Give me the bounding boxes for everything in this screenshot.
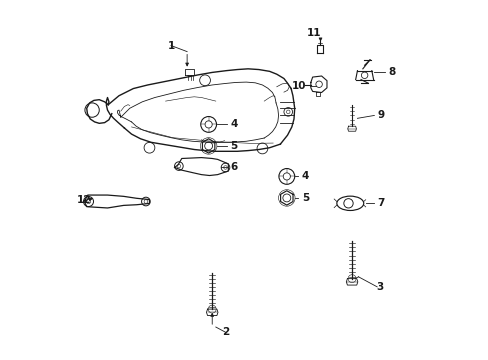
Text: 9: 9 — [377, 111, 384, 121]
Text: 2: 2 — [222, 327, 229, 337]
Text: 12: 12 — [77, 195, 91, 205]
Text: 6: 6 — [230, 162, 237, 172]
Text: 11: 11 — [306, 28, 321, 38]
Text: 4: 4 — [230, 120, 237, 129]
Text: 8: 8 — [388, 67, 395, 77]
Text: 1: 1 — [167, 41, 174, 50]
Text: 7: 7 — [376, 198, 384, 208]
Text: 5: 5 — [230, 141, 237, 151]
Text: 10: 10 — [291, 81, 305, 91]
Text: 4: 4 — [301, 171, 308, 181]
Text: 3: 3 — [376, 282, 383, 292]
Text: 5: 5 — [301, 193, 308, 203]
